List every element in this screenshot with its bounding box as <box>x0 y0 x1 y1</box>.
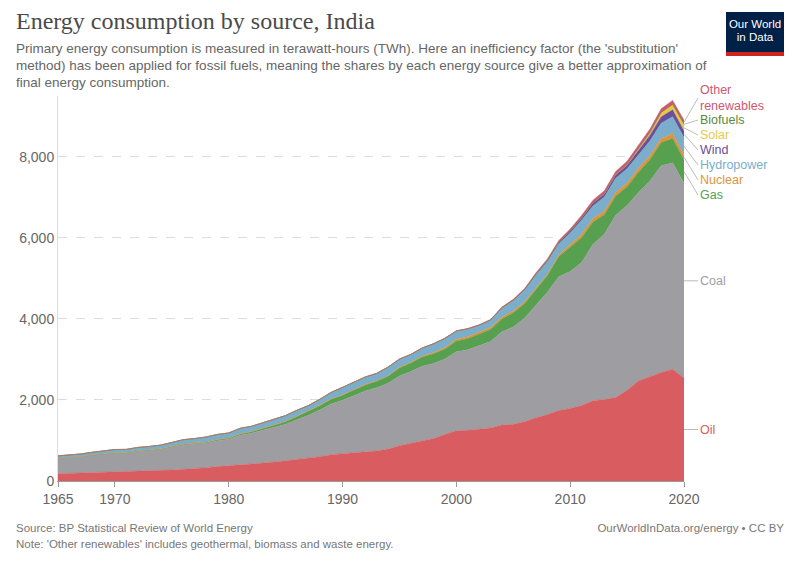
svg-text:4,000: 4,000 <box>19 311 54 327</box>
svg-text:Otherrenewables: Otherrenewables <box>700 83 764 113</box>
html-text:OurWorldInData.org/energy • CC: OurWorldInData.org/energy • CC BY <box>597 522 784 534</box>
svg-text:Coal: Coal <box>700 274 726 288</box>
svg-text:Oil: Oil <box>700 423 715 437</box>
svg-text:Hydropower: Hydropower <box>700 158 767 172</box>
svg-text:8,000: 8,000 <box>19 149 54 165</box>
svg-text:2010: 2010 <box>555 491 586 507</box>
svg-text:1970: 1970 <box>99 491 130 507</box>
svg-text:1980: 1980 <box>213 491 244 507</box>
svg-text:2000: 2000 <box>441 491 472 507</box>
svg-text:2020: 2020 <box>668 491 699 507</box>
svg-text:6,000: 6,000 <box>19 230 54 246</box>
svg-text:1965: 1965 <box>42 491 73 507</box>
svg-text:Nuclear: Nuclear <box>700 173 743 187</box>
html-text:Source: BP Statistical Review: Source: BP Statistical Review of World E… <box>16 522 253 534</box>
svg-text:Wind: Wind <box>700 143 729 157</box>
svg-text:2,000: 2,000 <box>19 392 54 408</box>
svg-text:Biofuels: Biofuels <box>700 113 744 127</box>
html-text:Note: 'Other renewables' inclu: Note: 'Other renewables' includes geothe… <box>16 538 394 550</box>
svg-text:0: 0 <box>46 473 54 489</box>
html-text:Primary energy consumption is: Primary energy consumption is measured i… <box>16 41 707 90</box>
svg-text:1990: 1990 <box>327 491 358 507</box>
svg-text:Gas: Gas <box>700 188 723 202</box>
svg-text:Solar: Solar <box>700 128 729 142</box>
html-text:Energy consumption by source,: Energy consumption by source, India <box>16 8 375 34</box>
html-text:Our World in Data: Our World in Data <box>728 18 782 43</box>
